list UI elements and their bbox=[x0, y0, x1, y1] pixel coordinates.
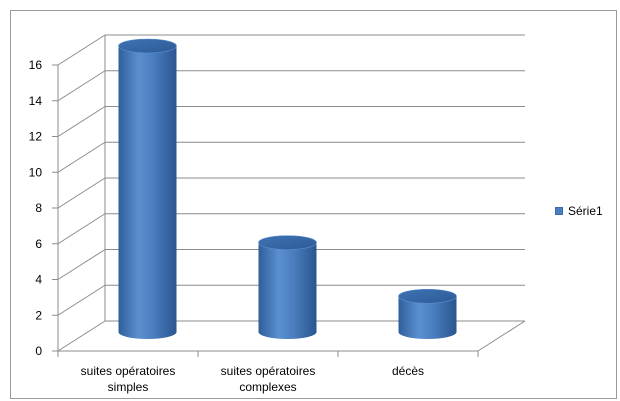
bar-2 bbox=[258, 235, 317, 339]
floor-right-edge bbox=[477, 320, 526, 352]
gridline-side bbox=[57, 320, 106, 352]
gridline-side bbox=[57, 249, 106, 280]
gridline-side bbox=[57, 213, 106, 245]
x-tick-label: suites opératoires complexes bbox=[198, 363, 338, 395]
gridline-side bbox=[57, 106, 106, 137]
bar-top bbox=[118, 38, 177, 54]
bar-1 bbox=[118, 38, 177, 339]
legend-label: Série1 bbox=[568, 204, 603, 218]
x-tick-label-line: suites opératoires bbox=[80, 364, 176, 378]
gridline-side bbox=[57, 141, 106, 173]
x-tick-label: décès bbox=[338, 363, 478, 379]
gridline-side bbox=[57, 70, 106, 102]
bar-body bbox=[118, 46, 177, 339]
y-tick-label: 16 bbox=[29, 58, 43, 72]
bar-body bbox=[258, 242, 317, 339]
y-tick-label: 14 bbox=[29, 94, 43, 108]
legend-swatch bbox=[555, 207, 563, 215]
y-tick-label: 8 bbox=[35, 201, 42, 215]
y-tick-label: 10 bbox=[29, 165, 43, 179]
y-tick-label: 2 bbox=[35, 308, 42, 322]
bar-top bbox=[258, 235, 317, 250]
x-tick-label-line: complexes bbox=[239, 380, 297, 394]
legend: Série1 bbox=[555, 204, 603, 218]
bar-top bbox=[398, 288, 457, 304]
x-tick-label-line: suites opératoires bbox=[220, 364, 316, 378]
gridline-side bbox=[57, 34, 106, 66]
gridline-side bbox=[57, 177, 106, 209]
gridline-side bbox=[57, 284, 106, 316]
y-tick-label: 12 bbox=[29, 130, 43, 144]
x-tick-label: suites opératoires simples bbox=[58, 363, 198, 395]
x-tick-label-line: décès bbox=[391, 364, 425, 378]
y-tick-label: 4 bbox=[35, 273, 42, 287]
bar-3 bbox=[398, 288, 457, 339]
y-tick-label: 6 bbox=[35, 237, 42, 251]
y-tick-label: 0 bbox=[35, 344, 42, 358]
bar-body bbox=[398, 296, 457, 339]
x-tick-label-line: simples bbox=[107, 380, 149, 394]
